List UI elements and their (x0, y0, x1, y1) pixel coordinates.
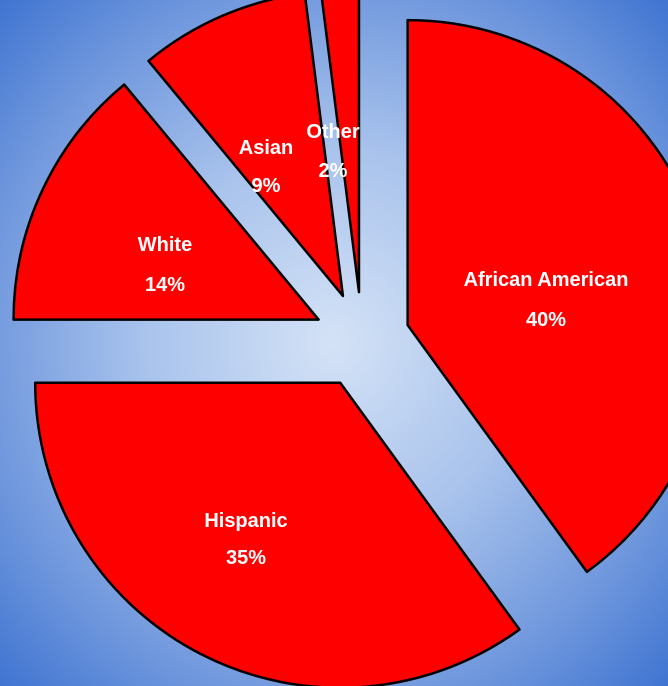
pie-slice-african-american (406, 18, 668, 574)
slice-label-asian: Asian 9% (239, 137, 293, 197)
pie-slices (12, 0, 668, 686)
slice-category-other: Other (306, 121, 360, 143)
pie-slice-other (320, 0, 361, 294)
slice-value-white: 14% (145, 274, 185, 296)
slice-value-african-american: 40% (526, 309, 566, 331)
slice-category-white: White (138, 234, 192, 256)
slice-label-hispanic: Hispanic 35% (204, 510, 287, 569)
slice-label-other: Other 2% (306, 121, 360, 182)
slice-value-other: 2% (319, 160, 348, 182)
slice-label-white: White 14% (138, 234, 192, 296)
slice-category-hispanic: Hispanic (204, 510, 287, 532)
pie-slice-asian (147, 0, 345, 298)
slice-value-hispanic: 35% (226, 547, 266, 569)
slice-category-asian: Asian (239, 137, 293, 159)
slice-category-african-american: African American (464, 269, 629, 291)
pie-slice-hispanic (33, 381, 521, 686)
pie-slice-white (12, 83, 320, 321)
slice-value-asian: 9% (252, 175, 281, 197)
slice-label-african-american: African American 40% (464, 269, 629, 331)
